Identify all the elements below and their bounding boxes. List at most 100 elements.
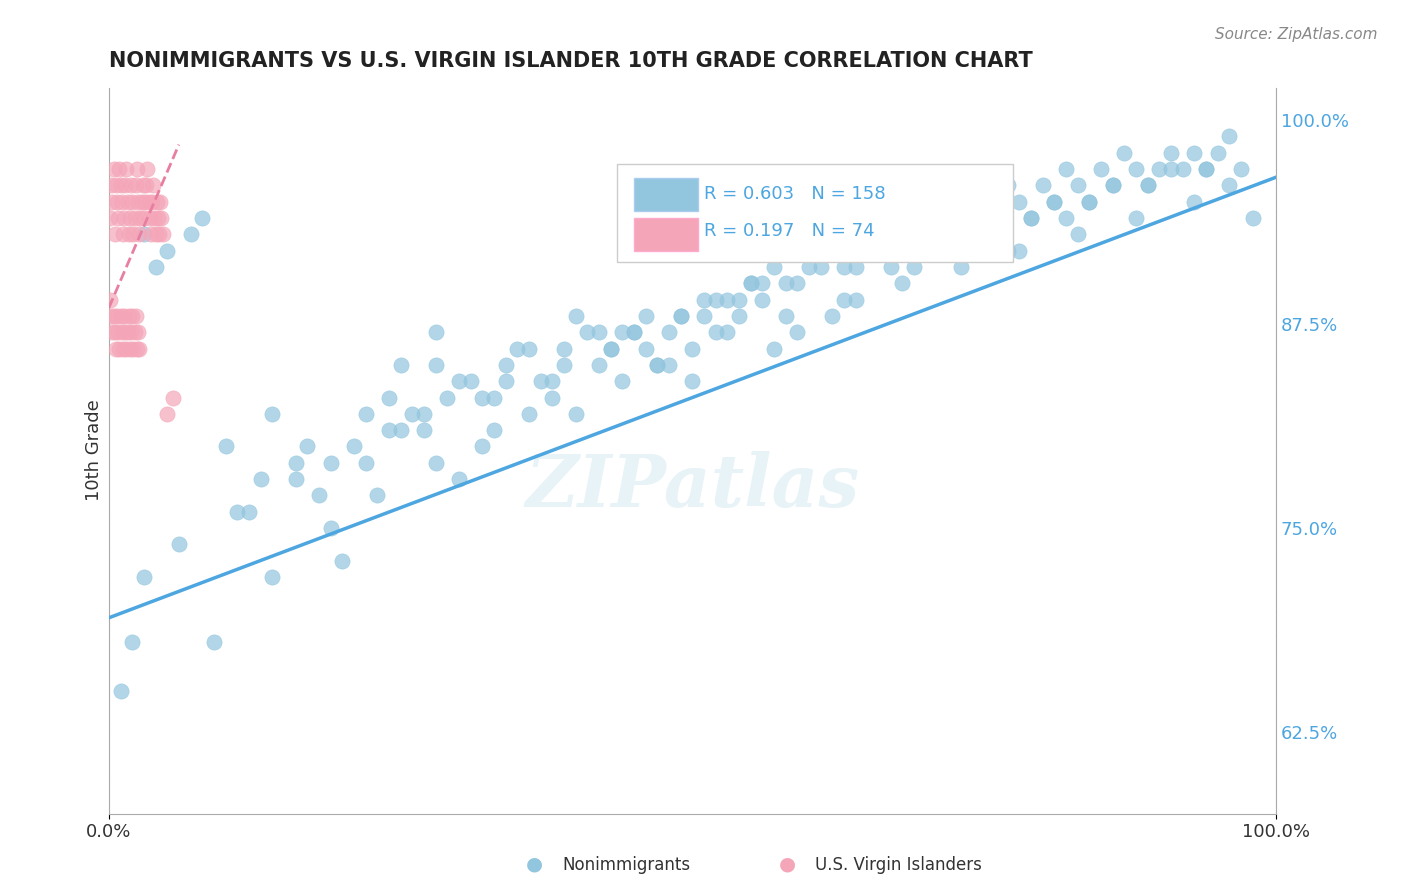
Text: Source: ZipAtlas.com: Source: ZipAtlas.com [1215, 27, 1378, 42]
Point [1078, 194, 1101, 209]
Point [110, 309, 132, 323]
Point [775, 309, 797, 323]
Point [138, 194, 160, 209]
Point [693, 293, 716, 307]
Point [1125, 211, 1147, 225]
Point [1149, 162, 1171, 177]
Point [1019, 211, 1042, 225]
Point [202, 635, 225, 649]
Point [1206, 145, 1229, 160]
Point [914, 227, 936, 242]
Point [647, 358, 669, 372]
Point [997, 244, 1019, 258]
Point [145, 227, 167, 242]
Point [891, 277, 914, 291]
Point [949, 211, 972, 225]
Point [471, 391, 494, 405]
Point [482, 391, 505, 405]
Point [319, 521, 342, 535]
Point [517, 407, 540, 421]
Point [103, 162, 125, 177]
Point [121, 635, 143, 649]
Point [693, 309, 716, 323]
Point [425, 358, 447, 372]
Point [146, 211, 169, 225]
Point [588, 358, 610, 372]
Point [1054, 162, 1077, 177]
Point [1054, 211, 1077, 225]
Point [751, 277, 773, 291]
Point [1008, 244, 1031, 258]
Point [810, 244, 832, 258]
Point [131, 194, 153, 209]
Point [541, 391, 564, 405]
Point [120, 178, 142, 193]
Point [378, 391, 401, 405]
Point [134, 194, 156, 209]
Point [495, 358, 517, 372]
Point [111, 227, 134, 242]
Point [114, 325, 136, 339]
Point [118, 211, 141, 225]
Point [114, 178, 136, 193]
Point [149, 194, 172, 209]
Point [927, 211, 949, 225]
Point [623, 325, 645, 339]
Point [354, 407, 377, 421]
Point [118, 227, 141, 242]
Point [669, 309, 692, 323]
Text: R = 0.197   N = 74: R = 0.197 N = 74 [704, 221, 875, 240]
Point [1043, 194, 1066, 209]
Point [125, 342, 148, 356]
Point [143, 211, 166, 225]
Point [138, 211, 160, 225]
Point [101, 194, 124, 209]
Point [612, 325, 634, 339]
Point [156, 244, 179, 258]
Point [343, 440, 366, 454]
Point [112, 211, 135, 225]
Point [927, 227, 949, 242]
Point [634, 309, 657, 323]
Point [107, 325, 129, 339]
Point [740, 277, 762, 291]
Point [104, 325, 127, 339]
Point [226, 505, 249, 519]
Point [112, 309, 135, 323]
Point [1230, 162, 1253, 177]
Point [141, 194, 163, 209]
Point [191, 211, 214, 225]
Y-axis label: 10th Grade: 10th Grade [86, 400, 103, 501]
Point [117, 194, 139, 209]
Point [845, 293, 868, 307]
Point [122, 342, 145, 356]
Point [984, 211, 1007, 225]
Point [135, 178, 157, 193]
Point [1136, 178, 1159, 193]
Point [104, 227, 127, 242]
Point [845, 260, 868, 274]
Point [111, 325, 134, 339]
Point [1160, 162, 1182, 177]
Point [949, 260, 972, 274]
Point [401, 407, 423, 421]
Point [128, 227, 150, 242]
Point [150, 211, 173, 225]
Point [599, 342, 621, 356]
Point [124, 325, 146, 339]
Text: ●: ● [779, 855, 796, 873]
Point [1066, 227, 1088, 242]
Point [962, 227, 984, 242]
Point [132, 227, 155, 242]
Point [599, 342, 621, 356]
Point [704, 293, 727, 307]
Point [132, 570, 155, 584]
Point [658, 358, 681, 372]
Point [105, 194, 128, 209]
Point [128, 342, 150, 356]
Point [118, 309, 141, 323]
Point [436, 391, 458, 405]
Point [378, 423, 401, 437]
Point [121, 194, 143, 209]
Point [366, 488, 388, 502]
